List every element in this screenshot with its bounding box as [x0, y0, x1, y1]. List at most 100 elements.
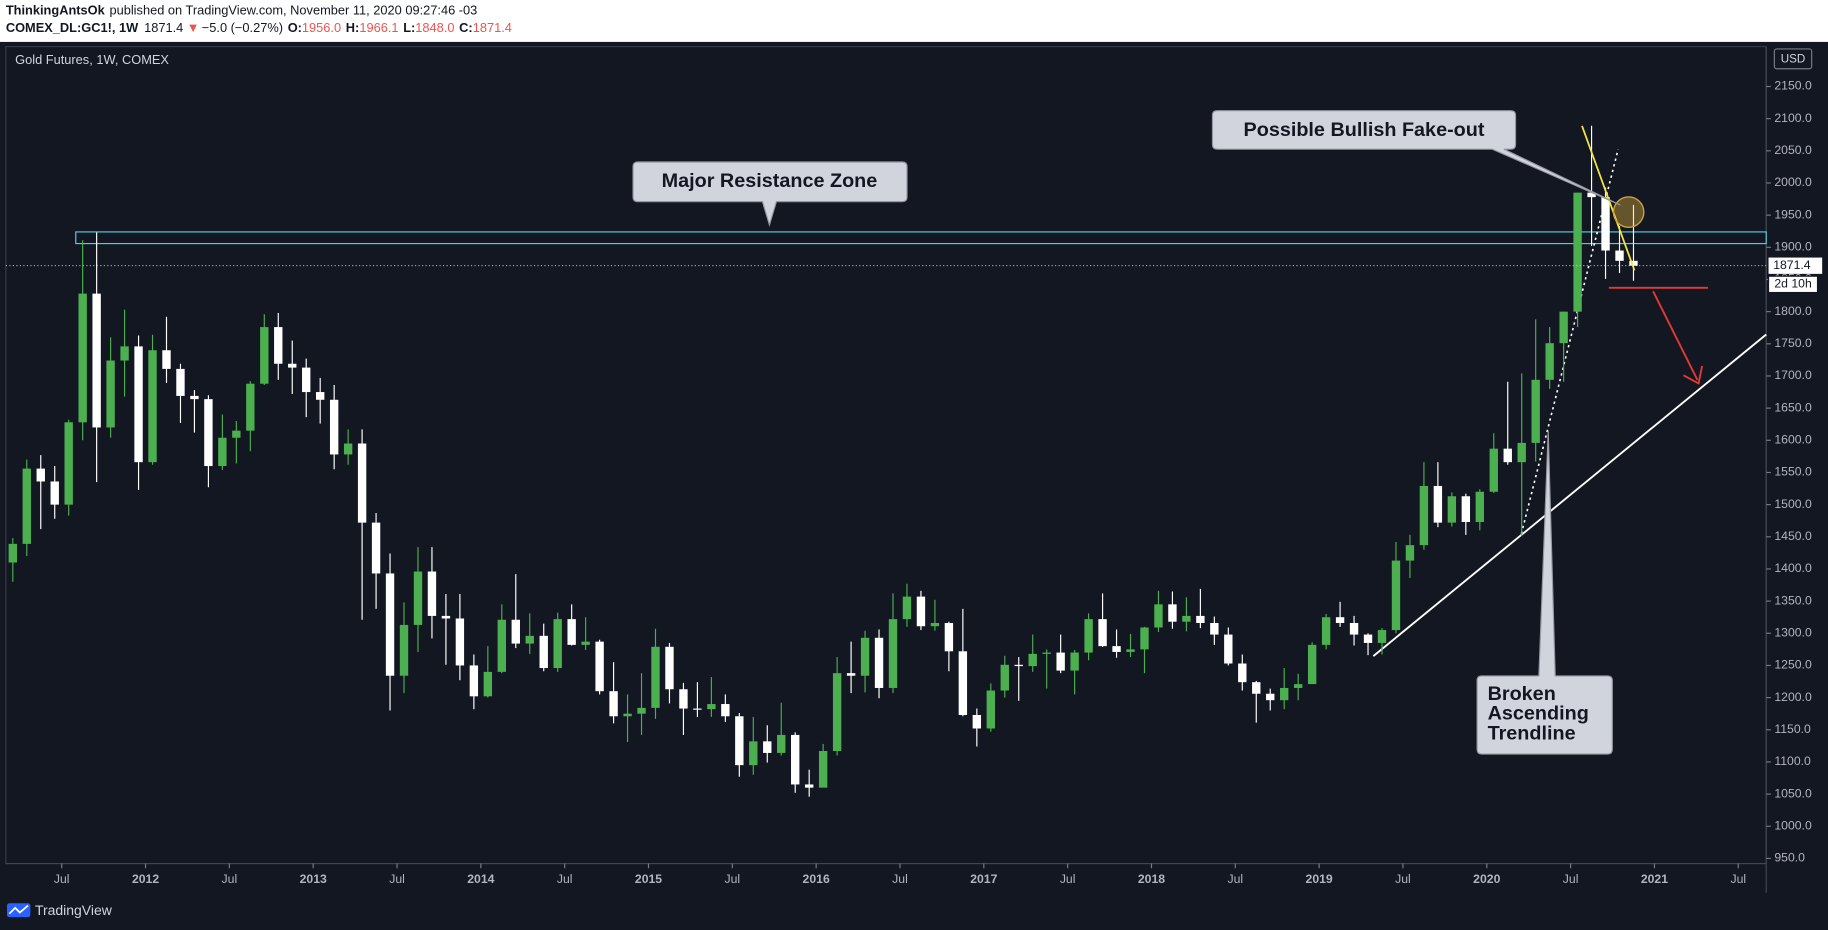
- y-tick-label: 1150.0: [1774, 722, 1811, 736]
- candle-body: [735, 716, 744, 766]
- y-tick-label: 1750.0: [1774, 336, 1812, 350]
- candle-body: [818, 750, 828, 788]
- ohlc-value: 1966.1: [359, 21, 398, 36]
- candle-body: [1307, 644, 1317, 685]
- y-tick-label: 1600.0: [1774, 433, 1812, 447]
- x-tick-label: Jul: [557, 872, 573, 886]
- candle-body: [693, 708, 702, 710]
- candle-body: [1601, 197, 1610, 251]
- x-tick-label: Jul: [892, 872, 908, 886]
- candle-body: [1098, 619, 1107, 647]
- y-tick-label: 1700.0: [1774, 368, 1812, 382]
- candle-body: [1238, 663, 1247, 683]
- last: 1871.4: [144, 21, 183, 36]
- ascending-trendline: [1372, 333, 1767, 657]
- candle-body: [1545, 343, 1554, 380]
- candle-body: [1461, 496, 1471, 522]
- candle-body: [274, 327, 283, 364]
- axes: 950.0 1000.0 1050.0 1100.0 1150.0 1200.0 1250.…: [5, 79, 1823, 886]
- x-tick-label: 2019: [1306, 872, 1333, 886]
- candle-body: [357, 443, 367, 523]
- candle-body: [749, 741, 758, 766]
- candle-body: [1252, 682, 1261, 694]
- plot-title: Gold Futures, 1W, COMEX: [15, 52, 169, 67]
- candle-body: [1056, 652, 1065, 671]
- x-tick-label: 2017: [970, 872, 997, 886]
- x-tick-label: 2016: [803, 872, 830, 886]
- y-tick-label: 1000.0: [1774, 818, 1812, 832]
- callout-text: Possible Bullish Fake-out: [1244, 119, 1485, 141]
- candle-body: [469, 665, 479, 697]
- candle-body: [972, 714, 982, 729]
- candle-body: [162, 350, 171, 369]
- x-tick-label: 2018: [1138, 872, 1165, 886]
- y-tick-label: 1900.0: [1774, 240, 1812, 254]
- candle-body: [930, 622, 940, 627]
- candle-body: [1182, 615, 1191, 622]
- candle-body: [1335, 617, 1345, 623]
- callout-text: Trendline: [1488, 722, 1576, 744]
- candles: [8, 125, 1638, 797]
- ohlc-label: C:: [459, 21, 473, 36]
- down-arrow-head: [1682, 365, 1704, 385]
- author: ThinkingAntsOk: [6, 3, 106, 18]
- candle-body: [497, 619, 507, 672]
- x-tick-label: Jul: [54, 872, 70, 886]
- symbol: COMEX_DL:GC1!, 1W: [6, 21, 139, 36]
- y-tick-label: 2050.0: [1774, 143, 1812, 157]
- last-price-label: 1871.4: [1773, 258, 1811, 272]
- ohlc-value: 1848.0: [415, 21, 454, 36]
- candle-body: [707, 704, 716, 710]
- candle-body: [134, 346, 143, 463]
- published: published on TradingView.com, November 1…: [109, 3, 477, 18]
- logo-line: [8, 904, 29, 915]
- chart-bg: [0, 41, 1828, 930]
- x-tick-label: 2020: [1473, 872, 1500, 886]
- candle-body: [1028, 653, 1037, 667]
- candle-body: [679, 689, 688, 709]
- candle-body: [553, 619, 562, 669]
- y-tick-label: 1650.0: [1774, 400, 1812, 414]
- y-tick-label: 1800.0: [1774, 304, 1812, 318]
- candle-body: [1349, 622, 1359, 635]
- candle-body: [483, 671, 493, 697]
- candle-body: [763, 741, 772, 753]
- candle-body: [511, 619, 520, 644]
- candle-body: [623, 713, 632, 717]
- publish-line: ThinkingAntsOk published on TradingView.c…: [6, 3, 477, 18]
- x-tick-label: 2014: [467, 872, 494, 886]
- drawings-under: [75, 148, 1767, 657]
- ohlc-label: L:: [403, 21, 415, 36]
- ohlc-value: 1871.4: [473, 21, 512, 36]
- ohlc-label: O:: [288, 21, 302, 36]
- y-tick-label: 2000.0: [1774, 175, 1812, 189]
- candle-body: [916, 596, 926, 627]
- candle-body: [148, 350, 157, 463]
- footer-logo: [6, 903, 31, 918]
- candle-body: [1447, 496, 1457, 523]
- candle-body: [455, 618, 465, 666]
- y-tick-label: 1250.0: [1774, 658, 1812, 672]
- callout-box: [632, 161, 908, 227]
- candle-body: [371, 522, 381, 574]
- candle-body: [525, 635, 534, 644]
- symbol-line: COMEX_DL:GC1!, 1W 1871.4 ▼ −5.0 (−0.27%) O:1…: [6, 21, 512, 36]
- x-tick-label: Jul: [1563, 872, 1579, 886]
- candle-body: [302, 367, 311, 393]
- candle-body: [329, 399, 339, 455]
- candle-body: [1391, 560, 1401, 631]
- candle-body: [1405, 545, 1415, 561]
- candle-body: [721, 704, 730, 717]
- candle-body: [78, 293, 87, 423]
- x-tick-label: Jul: [389, 872, 405, 886]
- candle-body: [1363, 634, 1373, 643]
- candle-body: [665, 646, 674, 690]
- x-tick-label: Jul: [1730, 872, 1746, 886]
- candle-body: [385, 573, 395, 676]
- x-tick-label: 2015: [635, 872, 662, 886]
- candle-body: [986, 690, 995, 729]
- countdown-box: [1767, 275, 1819, 294]
- candle-body: [637, 707, 646, 714]
- y-tick-label: 1200.0: [1774, 690, 1812, 704]
- candle-body: [106, 360, 115, 428]
